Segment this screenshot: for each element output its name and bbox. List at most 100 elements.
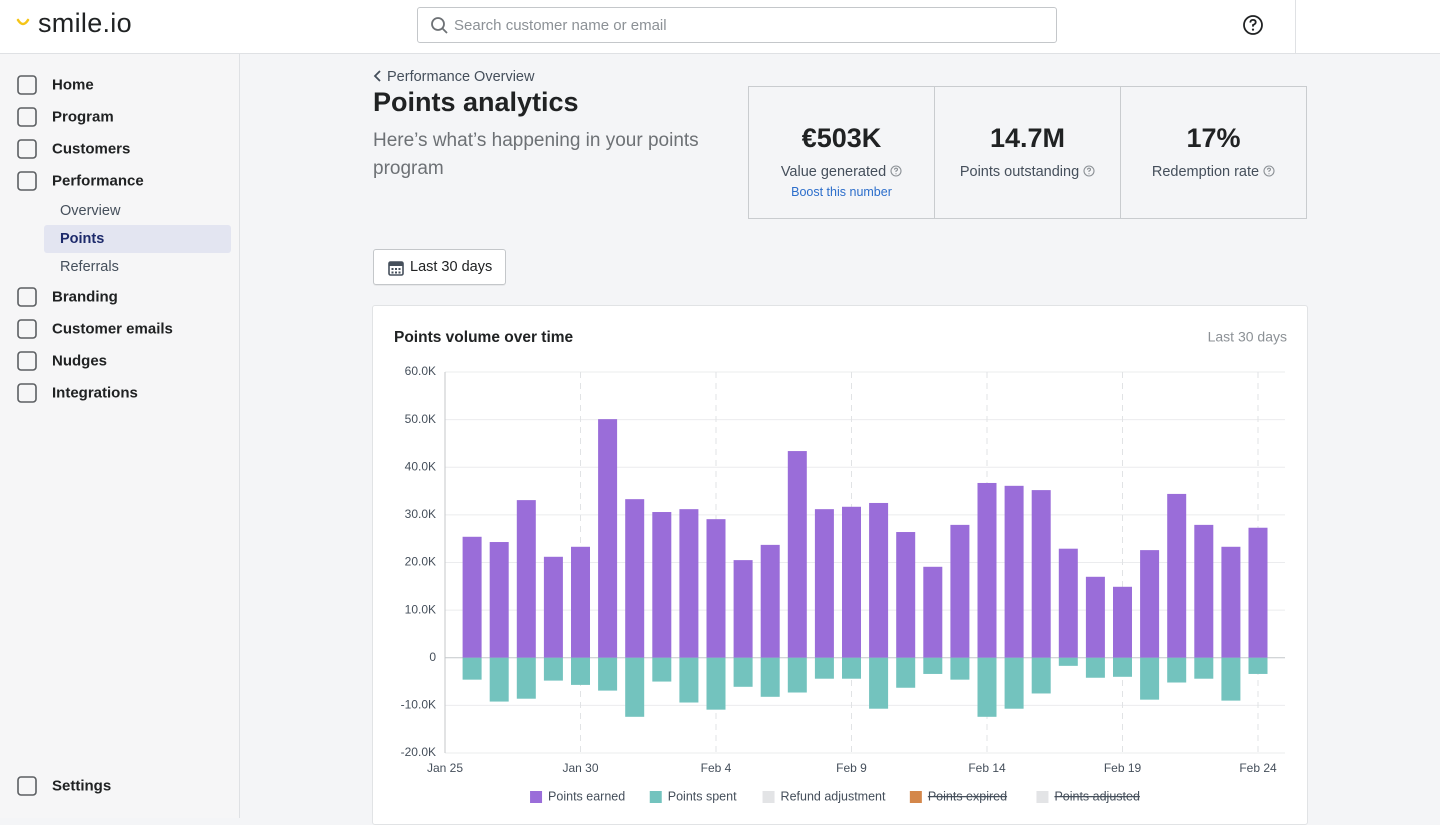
legend-label[interactable]: Points adjusted [1054, 789, 1140, 803]
y-tick-label: -20.0K [401, 745, 436, 759]
bar [571, 657, 590, 685]
bar [462, 657, 482, 680]
bar [652, 657, 672, 682]
stat-card: 17% Redemption rate [1120, 86, 1307, 219]
bar [543, 556, 563, 658]
bar [1058, 548, 1078, 658]
info-icon [1083, 165, 1095, 177]
bar [1194, 657, 1214, 679]
bar [1167, 657, 1187, 683]
nav-icon [17, 139, 37, 159]
nav-item[interactable]: Integrations [52, 384, 138, 402]
legend-swatch [1036, 791, 1049, 803]
header: smile.io Search customer name or email [0, 0, 1440, 54]
bar [1085, 657, 1105, 678]
legend-label[interactable]: Points earned [548, 789, 625, 803]
chart-title: Points volume over time [394, 329, 574, 346]
bar [489, 657, 509, 702]
nav-item[interactable]: Program [52, 108, 114, 126]
page-title: Points analytics [373, 87, 579, 117]
breadcrumb-text: Performance Overview [387, 69, 535, 85]
stats: €503K Value generated Boost this number 14.… [748, 86, 1307, 219]
nav-item[interactable]: Nudges [52, 352, 108, 370]
legend-label[interactable]: Points expired [928, 789, 1007, 803]
nav-item[interactable]: Settings [52, 777, 112, 795]
nav-item[interactable]: Customer emails [52, 320, 173, 338]
bar [1248, 527, 1268, 658]
nav-sub-item[interactable]: Referrals [60, 259, 119, 275]
nav-icon [17, 776, 37, 796]
stat-label-text: Redemption rate [1151, 164, 1260, 180]
stat-label-text: Points outstanding [959, 164, 1080, 180]
nav-icon [17, 383, 37, 403]
stat-label-text: Value generated [780, 164, 887, 180]
search-icon [431, 17, 448, 34]
info-icon [890, 165, 902, 177]
bar [1058, 657, 1078, 666]
stat-label: Value generated [749, 164, 934, 180]
legend-label[interactable]: Points spent [668, 789, 737, 803]
bar [1248, 657, 1268, 674]
legend-swatch [649, 791, 662, 803]
nav-icon [17, 287, 37, 307]
bar [706, 519, 726, 658]
bar [896, 532, 916, 658]
nav-item[interactable]: Branding [52, 288, 118, 306]
bar [1140, 657, 1160, 700]
nav-sub-item[interactable]: Points [44, 225, 231, 253]
bar [706, 657, 726, 710]
bar [950, 524, 970, 658]
chart-range: Last 30 days [1208, 329, 1287, 345]
y-tick-label: 30.0K [405, 507, 436, 521]
bar [625, 657, 645, 717]
legend-label[interactable]: Refund adjustment [781, 789, 886, 803]
chart-card: Points volume over time Last 30 days -20… [372, 305, 1308, 825]
bar [598, 419, 618, 658]
logo[interactable]: smile.io [38, 8, 132, 38]
logo-mark [16, 18, 30, 26]
bar [814, 657, 834, 679]
bar [1221, 546, 1241, 658]
bar [1085, 576, 1105, 658]
bar [516, 500, 536, 658]
bar [1167, 493, 1187, 658]
stat-link[interactable]: Boost this number [791, 185, 892, 199]
nav-item[interactable]: Performance [52, 172, 144, 190]
bar [543, 657, 563, 681]
bar [787, 657, 807, 693]
bar [950, 657, 970, 680]
x-tick-label: Feb 4 [701, 761, 732, 775]
breadcrumb[interactable]: Performance Overview [373, 69, 534, 85]
bar [598, 657, 618, 691]
x-tick-label: Feb 24 [1239, 761, 1277, 775]
nav-sub-item[interactable]: Overview [60, 203, 121, 219]
help-button[interactable] [1242, 14, 1264, 36]
sidebar: Home Program Customers Performance Branding C… [0, 54, 240, 818]
bar [679, 657, 699, 703]
date-range-label: Last 30 days [410, 259, 493, 275]
back-arrow [373, 70, 381, 82]
bar [1031, 490, 1051, 658]
bar [869, 657, 889, 709]
bar [462, 536, 482, 658]
bar [1004, 485, 1024, 658]
bar [571, 546, 590, 658]
bar [923, 566, 943, 658]
y-tick-label: 50.0K [405, 412, 436, 426]
chart: Points volume over time Last 30 days -20… [394, 329, 1287, 804]
bar [787, 451, 807, 658]
bar [896, 657, 916, 688]
x-tick-label: Feb 19 [1104, 761, 1142, 775]
nav-item[interactable]: Customers [52, 140, 131, 158]
bar [1113, 657, 1132, 677]
search-box[interactable]: Search customer name or email [417, 7, 1057, 43]
y-tick-label: 60.0K [405, 364, 436, 378]
y-tick-label: 40.0K [405, 459, 436, 473]
nav-icon [17, 351, 37, 371]
date-range-button[interactable]: Last 30 days [373, 249, 506, 285]
bar [1194, 524, 1214, 658]
nav-item[interactable]: Home [52, 76, 94, 94]
page-subtitle: Here’s what’s happening in your points p… [373, 130, 699, 179]
bar [679, 509, 699, 658]
bar [1113, 586, 1132, 658]
